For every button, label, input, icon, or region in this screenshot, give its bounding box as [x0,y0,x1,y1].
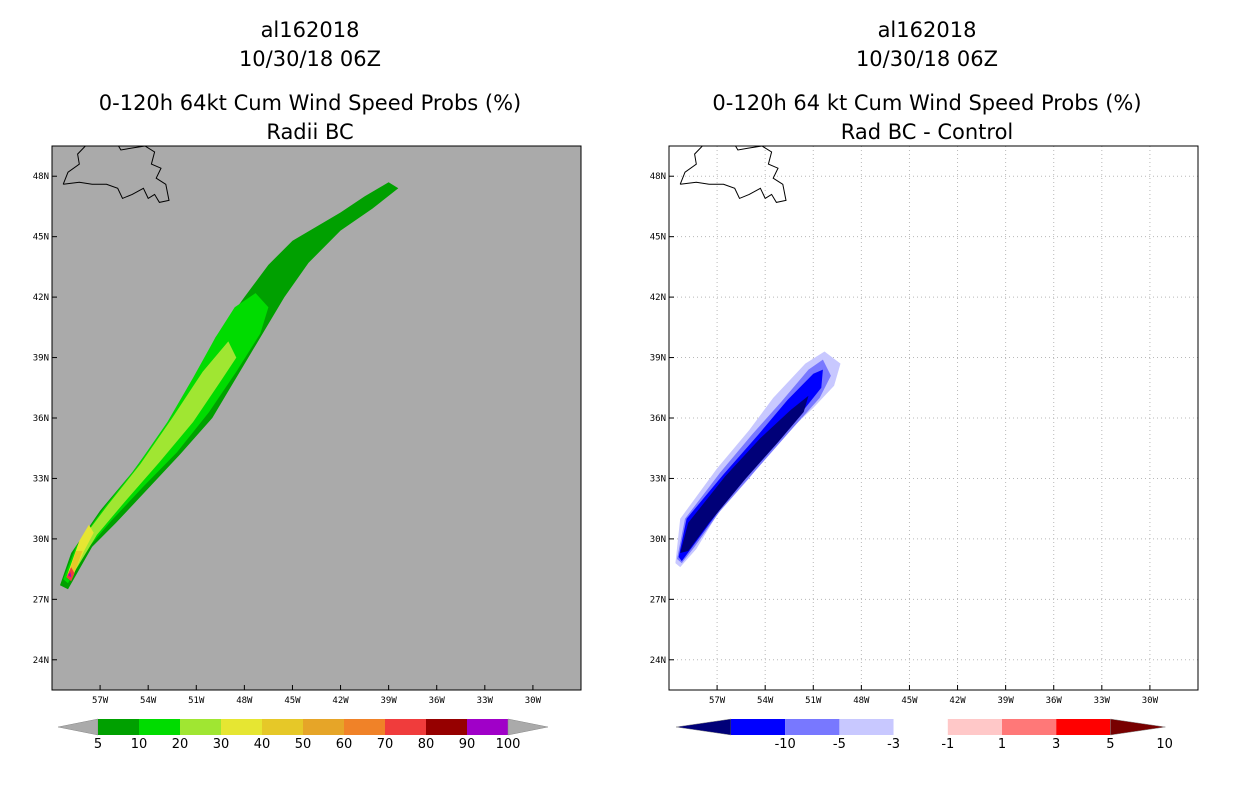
left-chart-subtitle: Radii BC [266,120,354,144]
contour-level-20 [68,341,237,578]
y-tick-label: 36N [33,414,49,424]
colorbar-right-arrow [1110,718,1166,736]
y-tick-label: 45N [650,233,666,243]
colorbar-label: 3 [1052,737,1060,752]
x-tick-label: 42W [332,696,349,706]
colorbar-swatch [731,719,786,735]
x-tick-label: 36W [1046,696,1063,706]
colorbar-label: -10 [775,737,796,752]
colorbar-label: 30 [213,737,230,752]
coastline [62,146,170,203]
contour-level-90 [68,572,72,578]
x-tick-label: 33W [1094,696,1111,706]
x-tick-label: 36W [429,696,446,706]
colorbar-swatch [385,719,426,735]
x-tick-label: 39W [381,696,398,706]
y-tick-label: 24N [33,656,49,666]
x-tick-label: 45W [901,696,918,706]
y-tick-label: 42N [650,293,666,303]
colorbar-swatch [98,719,139,735]
x-tick-label: 48W [236,696,253,706]
colorbar-left-arrow [57,718,99,736]
x-tick-label: 57W [709,696,726,706]
y-tick-label: 30N [650,535,666,545]
colorbar-right-arrow [507,718,549,736]
colorbar-swatch [221,719,262,735]
y-tick-label: 48N [33,172,49,182]
colorbar-label: 70 [377,737,394,752]
y-tick-label: 45N [33,233,49,243]
x-tick-label: 33W [477,696,494,706]
colorbar-label: 20 [172,737,189,752]
left-datetime: 10/30/18 06Z [238,47,382,71]
x-tick-label: 54W [140,696,157,706]
right-chart-subtitle: Rad BC - Control [840,120,1014,144]
colorbar-swatch [262,719,303,735]
x-tick-label: 39W [998,696,1015,706]
colorbar-swatch [947,719,1002,735]
colorbar-label: 5 [1106,737,1114,752]
colorbar-swatch [344,719,385,735]
colorbar-label: 40 [254,737,271,752]
contour-level-neg10 [680,395,809,553]
y-tick-label: 30N [33,535,49,545]
colorbar-swatch [893,719,948,735]
colorbar-label: 80 [418,737,435,752]
y-tick-label: 48N [650,172,666,182]
coastline [679,146,787,203]
plot-area [669,146,1198,690]
colorbar-label: 50 [295,737,312,752]
colorbar-label: 10 [131,737,148,752]
colorbar-swatch [303,719,344,735]
x-tick-label: 30W [1142,696,1159,706]
colorbar-swatch [139,719,180,735]
y-tick-label: 27N [650,595,666,605]
x-tick-label: 51W [805,696,822,706]
colorbar-swatch [1056,719,1111,735]
x-tick-label: 54W [757,696,774,706]
x-tick-label: 48W [853,696,870,706]
y-tick-label: 39N [650,354,666,364]
panel-right: 57W 54W 51W 48W 45W 42W 39W 36W 33W 30W 48N 45N 42N 3… [650,145,1199,752]
y-tick-label: 33N [650,474,666,484]
colorbar-label: 5 [94,737,102,752]
x-tick-label: 51W [188,696,205,706]
y-tick-label: 24N [650,656,666,666]
colorbar-label: 60 [336,737,353,752]
y-tick-label: 39N [33,354,49,364]
colorbar-left-arrow [675,718,732,736]
colorbar-label: 1 [998,737,1006,752]
colorbar-swatch [180,719,221,735]
y-tick-label: 36N [650,414,666,424]
colorbar-label: 100 [496,737,521,752]
y-tick-label: 33N [33,474,49,484]
colorbar-label: 10 [1156,737,1173,752]
colorbar-swatch [839,719,894,735]
x-tick-label: 45W [284,696,301,706]
contour-level-5 [60,182,399,590]
x-tick-label: 57W [92,696,109,706]
colorbar-swatch [785,719,840,735]
y-tick-label: 42N [33,293,49,303]
y-tick-label: 27N [33,595,49,605]
right-storm-id: al162018 [877,18,977,42]
right-datetime: 10/30/18 06Z [855,47,999,71]
plot-area [60,146,399,590]
left-storm-id: al162018 [260,18,360,42]
panel-left: 57W 54W 51W 48W 45W 42W 39W 36W 33W 30W 48N 45N 42N 3… [33,145,582,752]
x-tick-label: 30W [525,696,542,706]
colorbar-label: -1 [941,737,954,752]
colorbar-label: -5 [833,737,846,752]
left-chart-title: 0-120h 64kt Cum Wind Speed Probs (%) [98,91,522,115]
colorbar-label: 90 [459,737,476,752]
colorbar-swatch [1002,719,1057,735]
colorbar-label: -3 [887,737,900,752]
x-tick-label: 42W [949,696,966,706]
colorbar-swatch [426,719,467,735]
colorbar-swatch [467,719,508,735]
right-chart-title: 0-120h 64 kt Cum Wind Speed Probs (%) [712,91,1142,115]
